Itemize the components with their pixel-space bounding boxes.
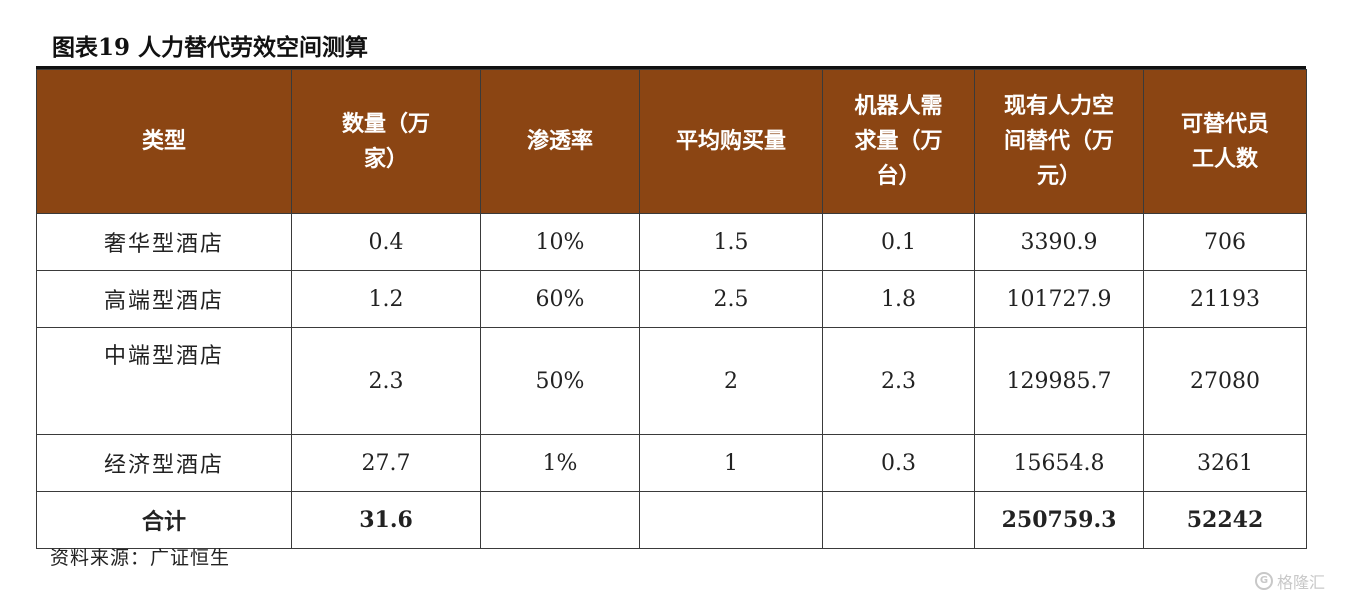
header-quantity: 数量（万 家） xyxy=(291,69,481,214)
cell-replaceable-staff: 27080 xyxy=(1143,327,1307,435)
cell-avg-purchase: 1.5 xyxy=(639,213,823,271)
cell-robot-demand: 0.3 xyxy=(822,434,975,492)
total-avg-purchase xyxy=(639,491,823,549)
cell-penetration: 50% xyxy=(480,327,640,435)
cell-type: 经济型酒店 xyxy=(36,434,292,492)
watermark-text: 格隆汇 xyxy=(1276,573,1325,592)
header-penetration: 渗透率 xyxy=(480,69,640,214)
cell-avg-purchase: 2.5 xyxy=(639,270,823,328)
cell-labor-replacement: 101727.9 xyxy=(974,270,1144,328)
cell-labor-replacement: 129985.7 xyxy=(974,327,1144,435)
data-table: 类型 数量（万 家） 渗透率 平均购买量 机器人需 求量（万 台） 现有人力空 间替代（… xyxy=(36,69,1307,549)
header-robot-demand: 机器人需 求量（万 台） xyxy=(822,69,975,214)
table-row: 高端型酒店 1.2 60% 2.5 1.8 101727.9 21193 xyxy=(36,270,1307,328)
cell-replaceable-staff: 21193 xyxy=(1143,270,1307,328)
watermark: G 格隆汇 xyxy=(1254,569,1325,593)
cell-penetration: 10% xyxy=(480,213,640,271)
cell-type: 中端型酒店 xyxy=(36,327,292,435)
cell-replaceable-staff: 706 xyxy=(1143,213,1307,271)
table-row: 中端型酒店 2.3 50% 2 2.3 129985.7 27080 xyxy=(36,327,1307,435)
cell-labor-replacement: 15654.8 xyxy=(974,434,1144,492)
title-rule xyxy=(36,66,1306,69)
total-penetration xyxy=(480,491,640,549)
header-avg-purchase: 平均购买量 xyxy=(639,69,823,214)
cell-quantity: 0.4 xyxy=(291,213,481,271)
header-labor-replacement: 现有人力空 间替代（万 元） xyxy=(974,69,1144,214)
gelonghui-logo-icon: G xyxy=(1254,572,1273,590)
cell-quantity: 27.7 xyxy=(291,434,481,492)
total-labor-replacement: 250759.3 xyxy=(974,491,1144,549)
cell-replaceable-staff: 3261 xyxy=(1143,434,1307,492)
cell-quantity: 2.3 xyxy=(291,327,481,435)
total-quantity: 31.6 xyxy=(291,491,481,549)
header-replaceable-staff: 可替代员 工人数 xyxy=(1143,69,1307,214)
cell-labor-replacement: 3390.9 xyxy=(974,213,1144,271)
table-row: 奢华型酒店 0.4 10% 1.5 0.1 3390.9 706 xyxy=(36,213,1307,271)
cell-robot-demand: 1.8 xyxy=(822,270,975,328)
header-type: 类型 xyxy=(36,69,292,214)
cell-type: 奢华型酒店 xyxy=(36,213,292,271)
total-label: 合计 xyxy=(36,491,292,549)
source-note: 资料来源：广证恒生 xyxy=(50,547,231,569)
cell-penetration: 1% xyxy=(480,434,640,492)
cell-avg-purchase: 1 xyxy=(639,434,823,492)
cell-penetration: 60% xyxy=(480,270,640,328)
figure-title: 图表19 人力替代劳效空间测算 xyxy=(52,34,369,61)
header-row: 类型 数量（万 家） 渗透率 平均购买量 机器人需 求量（万 台） 现有人力空 间替代（… xyxy=(36,69,1307,214)
cell-robot-demand: 2.3 xyxy=(822,327,975,435)
total-robot-demand xyxy=(822,491,975,549)
cell-type: 高端型酒店 xyxy=(36,270,292,328)
total-replaceable-staff: 52242 xyxy=(1143,491,1307,549)
total-row: 合计 31.6 250759.3 52242 xyxy=(36,491,1307,549)
table-row: 经济型酒店 27.7 1% 1 0.3 15654.8 3261 xyxy=(36,434,1307,492)
cell-avg-purchase: 2 xyxy=(639,327,823,435)
cell-quantity: 1.2 xyxy=(291,270,481,328)
cell-robot-demand: 0.1 xyxy=(822,213,975,271)
